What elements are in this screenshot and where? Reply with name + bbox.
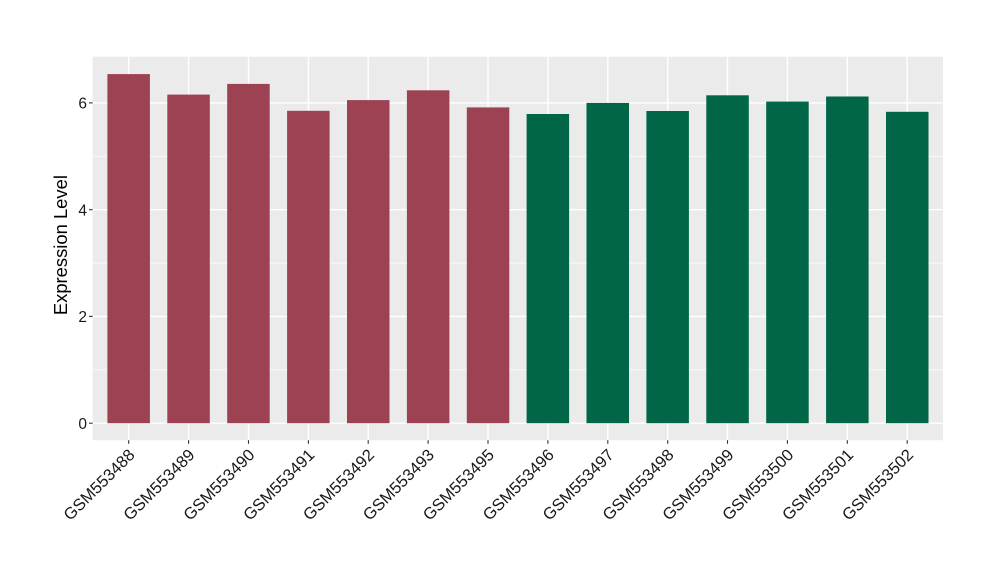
svg-text:6: 6 <box>78 96 87 113</box>
svg-text:4: 4 <box>78 202 87 219</box>
svg-text:Expression Level: Expression Level <box>50 175 71 315</box>
svg-text:2: 2 <box>78 309 87 326</box>
svg-text:0: 0 <box>78 416 87 433</box>
